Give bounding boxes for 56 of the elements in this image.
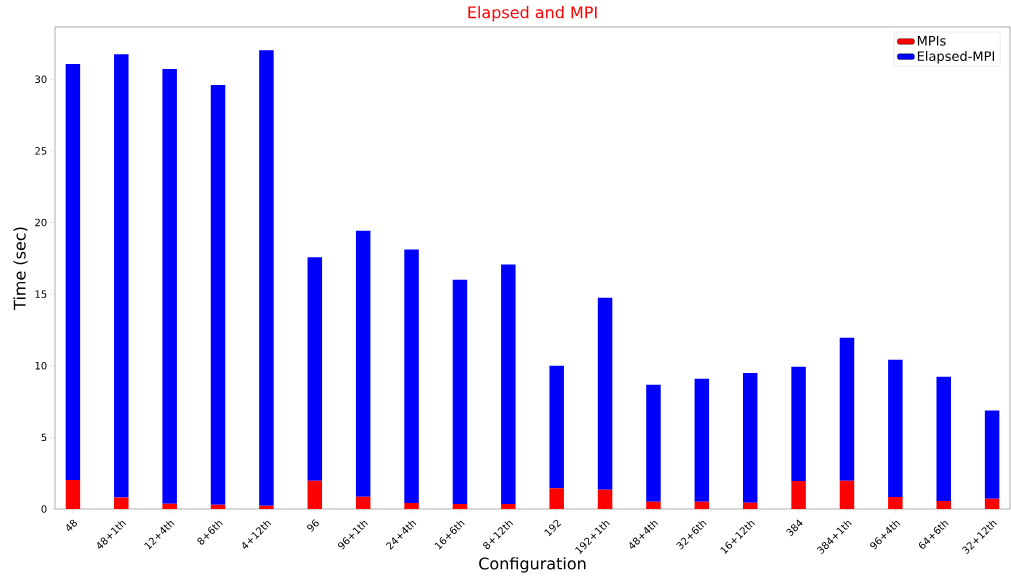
bar	[65, 480, 81, 509]
x-tick-label: 96	[307, 519, 319, 532]
bar	[936, 376, 951, 501]
bar	[307, 257, 323, 481]
y-tick-label: 5	[41, 433, 47, 442]
bar	[307, 480, 323, 509]
bar	[936, 500, 951, 509]
bar	[404, 502, 419, 509]
bar	[162, 68, 177, 504]
bar	[646, 501, 661, 509]
bar	[501, 503, 516, 509]
bar	[646, 384, 661, 502]
legend-label: Elapsed-MPI	[917, 50, 994, 64]
bar	[742, 372, 758, 503]
bar	[984, 498, 1000, 509]
x-axis-title: Configuration	[479, 557, 586, 573]
bar	[65, 63, 81, 481]
y-tick-label: 30	[35, 75, 47, 84]
x-tick-label: 48	[66, 519, 77, 531]
y-axis-title: Time (sec)	[13, 227, 28, 310]
bar	[549, 488, 564, 509]
bar	[452, 503, 468, 509]
bar	[597, 489, 613, 509]
bar	[355, 230, 371, 497]
bar	[210, 85, 226, 505]
y-tick-label: 15	[35, 290, 47, 298]
bar	[839, 480, 855, 509]
bar	[162, 503, 177, 509]
bar	[888, 359, 903, 497]
y-tick-label: 10	[35, 361, 47, 370]
bar	[404, 249, 419, 503]
bar	[791, 366, 806, 482]
bar	[742, 502, 758, 509]
bar	[839, 337, 855, 481]
bar	[259, 505, 274, 509]
x-tick-label: 192	[544, 519, 562, 537]
y-tick-label: 0	[41, 505, 47, 513]
bar	[355, 496, 371, 509]
bar	[501, 264, 516, 504]
bar	[694, 378, 710, 502]
bar	[549, 365, 564, 489]
legend-label: MPIs	[917, 36, 946, 46]
bar	[597, 297, 613, 490]
bar	[452, 279, 468, 504]
bar	[984, 410, 1000, 499]
bar	[791, 481, 806, 509]
bar	[114, 54, 129, 498]
bar	[210, 504, 226, 509]
x-tick-label: 384	[786, 519, 803, 537]
y-tick-label: 20	[35, 218, 47, 227]
chart-title: Elapsed and MPI	[468, 5, 597, 22]
bar	[888, 496, 903, 509]
y-tick-label: 25	[35, 147, 47, 155]
bar	[694, 501, 710, 509]
bar	[114, 497, 129, 509]
bar	[259, 50, 274, 506]
